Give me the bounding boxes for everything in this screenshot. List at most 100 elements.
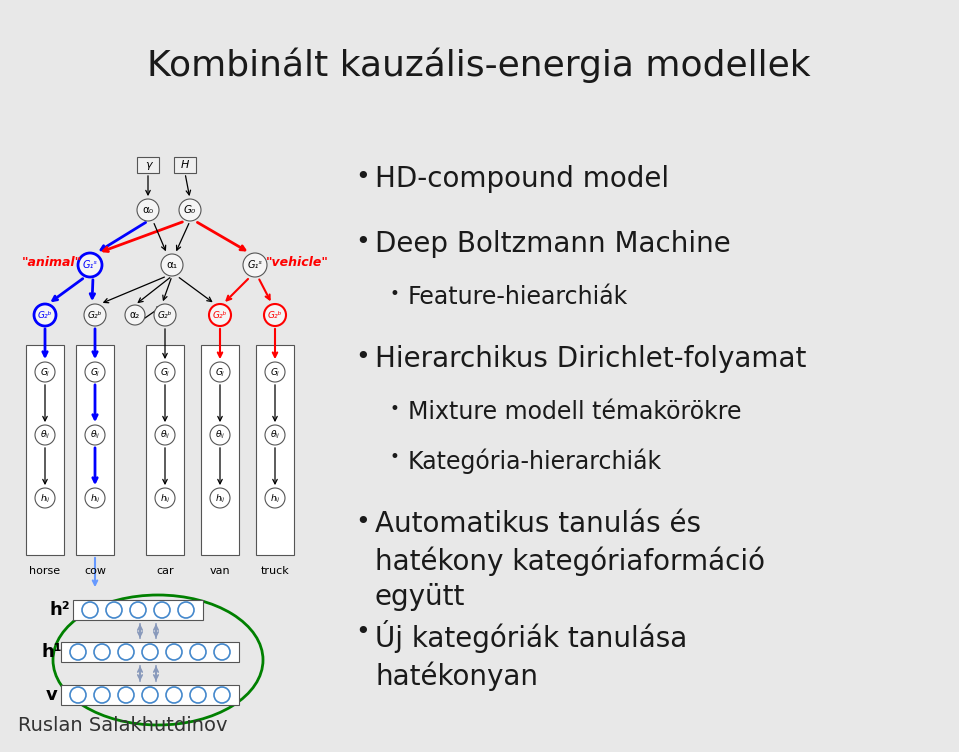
Circle shape <box>154 304 176 326</box>
Circle shape <box>142 687 158 703</box>
FancyBboxPatch shape <box>61 685 239 705</box>
Text: Mixture modell témakörökre: Mixture modell témakörökre <box>408 400 741 424</box>
FancyBboxPatch shape <box>137 157 159 173</box>
Circle shape <box>85 488 105 508</box>
Circle shape <box>35 488 55 508</box>
Bar <box>146 345 184 555</box>
Text: v: v <box>46 686 58 704</box>
Circle shape <box>94 644 110 660</box>
Circle shape <box>130 602 146 618</box>
Text: G₂ᵇ: G₂ᵇ <box>268 311 282 320</box>
Circle shape <box>265 488 285 508</box>
Text: •: • <box>355 620 370 644</box>
Text: Gⱼ: Gⱼ <box>91 368 100 377</box>
Circle shape <box>155 488 175 508</box>
Text: Kategória-hierarchiák: Kategória-hierarchiák <box>408 448 662 474</box>
Circle shape <box>142 644 158 660</box>
Text: θᵢⱼ: θᵢⱼ <box>216 430 224 439</box>
Circle shape <box>265 362 285 382</box>
Text: •: • <box>355 345 370 369</box>
Text: G₁ˢ: G₁ˢ <box>82 260 98 270</box>
Circle shape <box>137 199 159 221</box>
FancyBboxPatch shape <box>61 642 239 662</box>
Circle shape <box>82 602 98 618</box>
Circle shape <box>190 644 206 660</box>
Text: Feature-hiearchiák: Feature-hiearchiák <box>408 285 628 309</box>
Circle shape <box>125 305 145 325</box>
Circle shape <box>166 687 182 703</box>
Circle shape <box>214 644 230 660</box>
Text: θᵢⱼ: θᵢⱼ <box>270 430 279 439</box>
Text: van: van <box>210 566 230 576</box>
Text: α₁: α₁ <box>167 260 177 270</box>
Circle shape <box>178 602 194 618</box>
Circle shape <box>210 425 230 445</box>
Circle shape <box>210 362 230 382</box>
Text: Gⱼ: Gⱼ <box>216 368 224 377</box>
Text: •: • <box>390 285 400 303</box>
Text: h²: h² <box>50 601 70 619</box>
Text: θᵢⱼ: θᵢⱼ <box>40 430 49 439</box>
Text: G₂ᵇ: G₂ᵇ <box>37 311 52 320</box>
Circle shape <box>161 254 183 276</box>
Circle shape <box>264 304 286 326</box>
Text: G₁ˢ: G₁ˢ <box>247 260 263 270</box>
Circle shape <box>155 425 175 445</box>
Text: θᵢⱼ: θᵢⱼ <box>160 430 170 439</box>
Text: •: • <box>390 448 400 466</box>
Text: G₂ᵇ: G₂ᵇ <box>88 311 103 320</box>
Text: •: • <box>390 400 400 418</box>
FancyBboxPatch shape <box>73 600 203 620</box>
Text: G₂ᵇ: G₂ᵇ <box>157 311 173 320</box>
Text: hᵢⱼ: hᵢⱼ <box>270 493 279 502</box>
Text: hᵢⱼ: hᵢⱼ <box>216 493 224 502</box>
Text: Gⱼ: Gⱼ <box>161 368 170 377</box>
Text: Gⱼ: Gⱼ <box>270 368 279 377</box>
FancyBboxPatch shape <box>174 157 196 173</box>
Text: θᵢⱼ: θᵢⱼ <box>90 430 100 439</box>
Text: h¹: h¹ <box>41 643 62 661</box>
Bar <box>256 345 294 555</box>
Text: •: • <box>355 510 370 534</box>
Bar <box>26 345 64 555</box>
Text: Gⱼ: Gⱼ <box>40 368 49 377</box>
Text: "vehicle": "vehicle" <box>266 256 328 269</box>
Text: hᵢⱼ: hᵢⱼ <box>40 493 50 502</box>
Circle shape <box>94 687 110 703</box>
Text: Deep Boltzmann Machine: Deep Boltzmann Machine <box>375 230 731 258</box>
Circle shape <box>78 253 102 277</box>
Circle shape <box>155 362 175 382</box>
Circle shape <box>243 253 267 277</box>
Circle shape <box>214 687 230 703</box>
Circle shape <box>118 644 134 660</box>
Circle shape <box>84 304 106 326</box>
Text: hᵢⱼ: hᵢⱼ <box>160 493 170 502</box>
Circle shape <box>154 602 170 618</box>
Text: •: • <box>355 230 370 254</box>
Circle shape <box>70 644 86 660</box>
Text: α₂: α₂ <box>129 310 140 320</box>
Text: G₂ᵇ: G₂ᵇ <box>213 311 227 320</box>
Text: Automatikus tanulás és
hatékony kategóriaformáció
együtt: Automatikus tanulás és hatékony kategóri… <box>375 510 765 611</box>
Text: Kombinált kauzális-energia modellek: Kombinált kauzális-energia modellek <box>147 47 810 83</box>
Circle shape <box>265 425 285 445</box>
Bar <box>201 345 239 555</box>
Text: truck: truck <box>261 566 290 576</box>
Text: γ: γ <box>145 160 152 170</box>
Text: •: • <box>355 165 370 189</box>
Circle shape <box>35 362 55 382</box>
Circle shape <box>179 199 201 221</box>
Bar <box>76 345 114 555</box>
Circle shape <box>166 644 182 660</box>
Circle shape <box>85 425 105 445</box>
Text: cow: cow <box>84 566 106 576</box>
Circle shape <box>190 687 206 703</box>
Text: α₀: α₀ <box>143 205 153 215</box>
Circle shape <box>210 488 230 508</box>
Circle shape <box>34 304 56 326</box>
Circle shape <box>118 687 134 703</box>
Text: H: H <box>181 160 189 170</box>
Text: horse: horse <box>30 566 60 576</box>
Text: "animal": "animal" <box>22 256 82 269</box>
Text: G₀: G₀ <box>184 205 196 215</box>
